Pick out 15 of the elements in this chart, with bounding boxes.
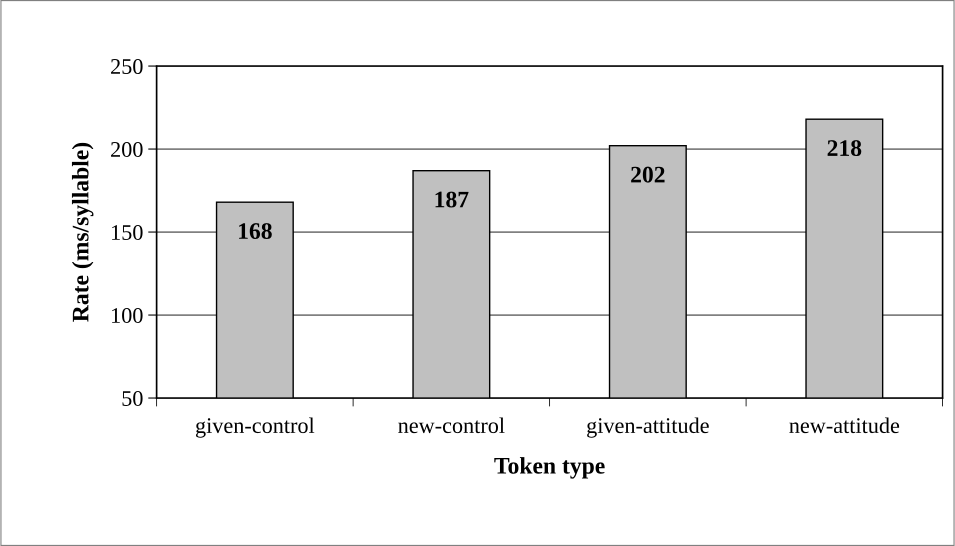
data-label: 218 [828,140,862,156]
x-tick-label: new-control [398,417,505,434]
y-tick-label: 50 [122,390,143,406]
y-tick-label: 100 [112,308,143,323]
y-tick-label: 200 [111,142,143,157]
x-tick-label: given-control [196,417,314,438]
data-label: 168 [239,223,272,240]
x-tick-label: given-attitude [587,417,709,438]
x-axis-title: Token type [494,457,605,479]
x-tick-label: new-attitude [789,417,900,434]
data-label: 187 [436,192,468,208]
y-tick-label: 150 [112,224,143,240]
y-tick-label: 250 [111,59,143,74]
data-label: 202 [631,166,665,183]
y-axis-title: Rate (ms/syllable) [72,142,94,322]
